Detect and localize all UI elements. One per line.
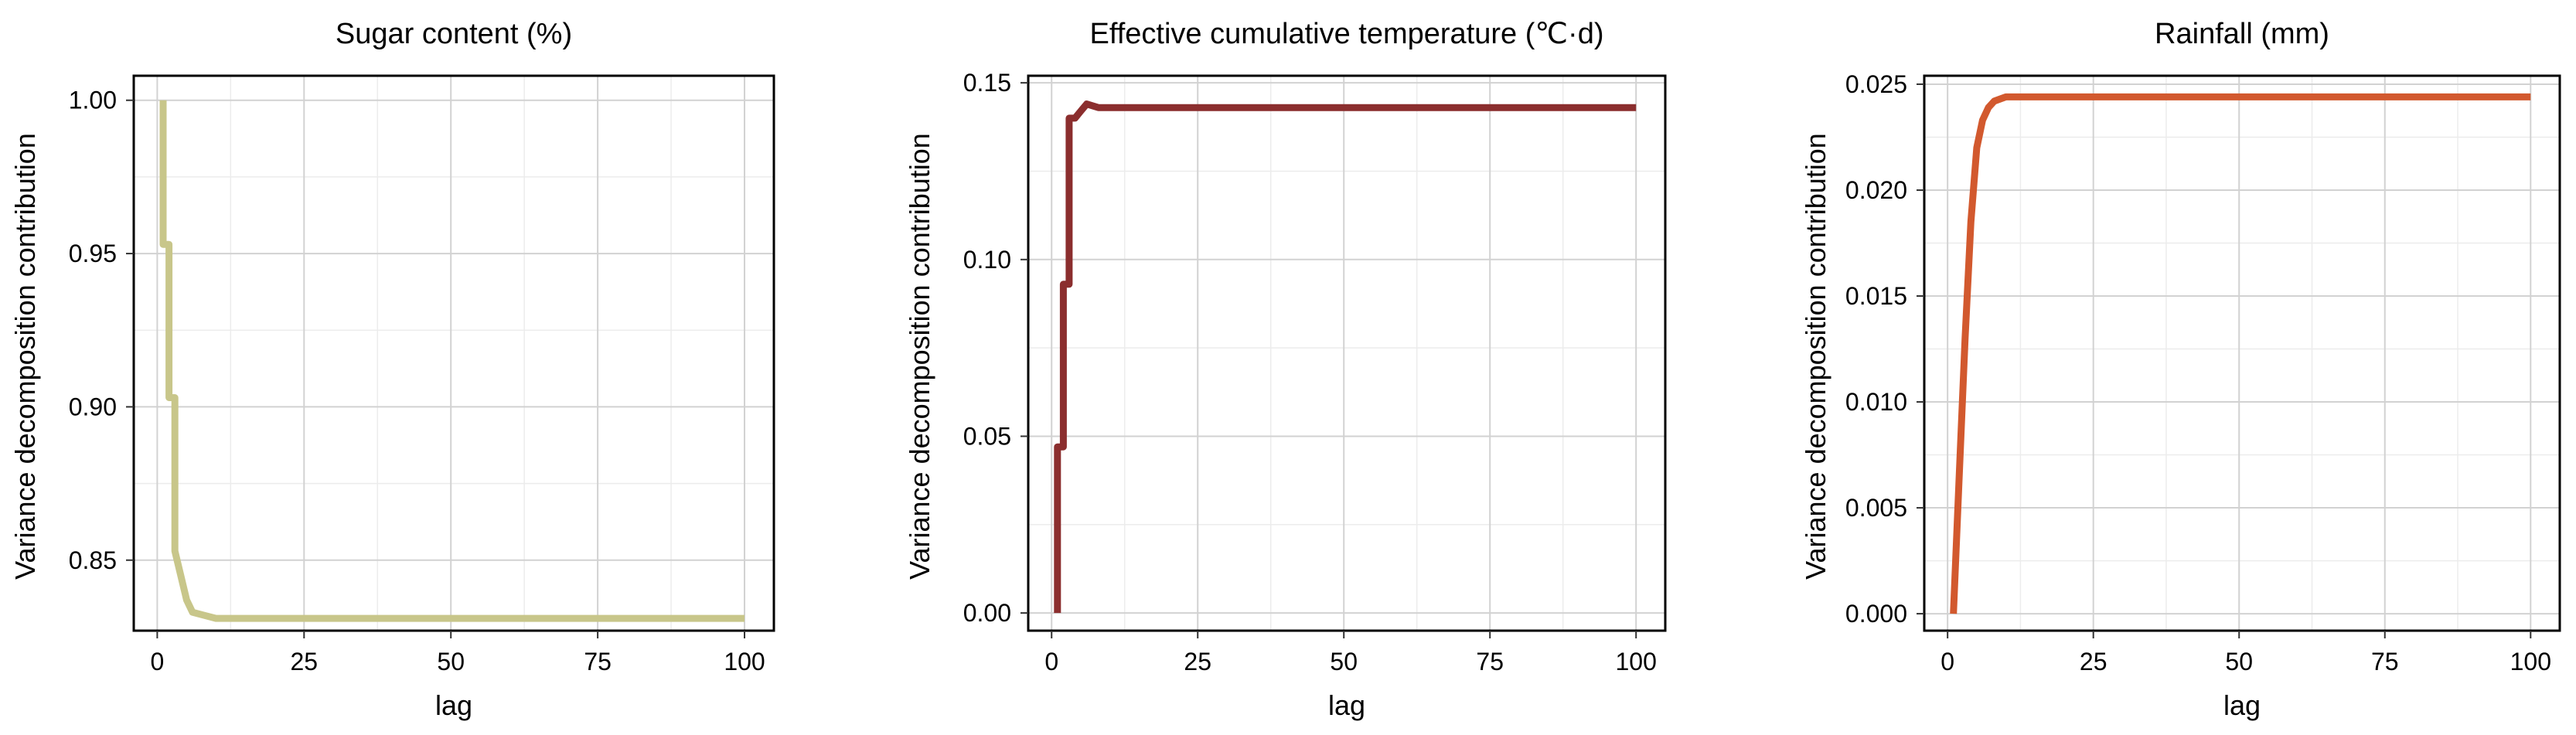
x-tick-label: 75 <box>2371 648 2399 675</box>
x-tick-label: 100 <box>724 648 765 675</box>
y-tick-label: 0.000 <box>1845 600 1907 628</box>
series-line <box>1054 100 1637 614</box>
y-tick-label: 0.05 <box>963 422 1011 450</box>
x-tick-label: 50 <box>2225 648 2253 675</box>
y-tick-label: 0.015 <box>1845 282 1907 310</box>
y-tick-label: 0.00 <box>963 599 1011 627</box>
y-tick-label: 0.010 <box>1845 388 1907 416</box>
x-tick-label: 100 <box>2510 648 2551 675</box>
x-tick-label: 25 <box>1184 648 1211 675</box>
chart-title: Effective cumulative temperature (℃·d) <box>1090 18 1604 50</box>
chart-panel-3: 0 25 50 75 100 0.000 0.005 0.010 0.015 0.020 0.025… <box>1800 18 2561 721</box>
x-axis-label: lag <box>2223 689 2261 721</box>
x-tick-label: 25 <box>2080 648 2107 675</box>
y-tick-label: 0.95 <box>69 240 117 267</box>
y-tick-label: 0.90 <box>69 393 117 420</box>
x-tick-label: 75 <box>1476 648 1504 675</box>
x-tick-label: 50 <box>1330 648 1358 675</box>
chart-panel-1: 0 25 50 75 100 0.85 0.90 0.95 1.00 Sugar content … <box>9 18 775 721</box>
x-axis-label: lag <box>1328 689 1365 721</box>
y-tick-label: 0.020 <box>1845 176 1907 204</box>
y-tick-label: 0.85 <box>69 546 117 574</box>
plot-frame <box>132 74 775 632</box>
y-axis-label: Variance decomposition contribution <box>9 133 41 580</box>
y-tick-label: 0.005 <box>1845 494 1907 522</box>
y-tick-label: 0.10 <box>963 246 1011 274</box>
x-tick-label: 0 <box>1941 648 1954 675</box>
series-line <box>159 100 745 622</box>
x-axis-label: lag <box>435 689 472 721</box>
y-tick-label: 0.025 <box>1845 70 1907 98</box>
x-tick-label: 75 <box>584 648 612 675</box>
x-tick-label: 0 <box>150 648 164 675</box>
plot-frame <box>1027 74 1667 632</box>
y-axis-label: Variance decomposition contribution <box>1800 133 1831 580</box>
x-tick-label: 25 <box>290 648 318 675</box>
y-axis-label: Variance decomposition contribution <box>904 133 935 580</box>
x-tick-label: 100 <box>1616 648 1657 675</box>
chart-title: Sugar content (%) <box>336 18 572 50</box>
x-tick-label: 0 <box>1044 648 1058 675</box>
y-tick-label: 1.00 <box>69 87 117 114</box>
plot-frame <box>1923 74 2561 632</box>
x-tick-label: 50 <box>437 648 465 675</box>
y-tick-label: 0.15 <box>963 69 1011 97</box>
chart-title: Rainfall (mm) <box>2155 18 2329 50</box>
series-line <box>1950 93 2531 614</box>
chart-panel-2: 0 25 50 75 100 0.00 0.05 0.10 0.15 Effective cumu… <box>904 18 1667 721</box>
